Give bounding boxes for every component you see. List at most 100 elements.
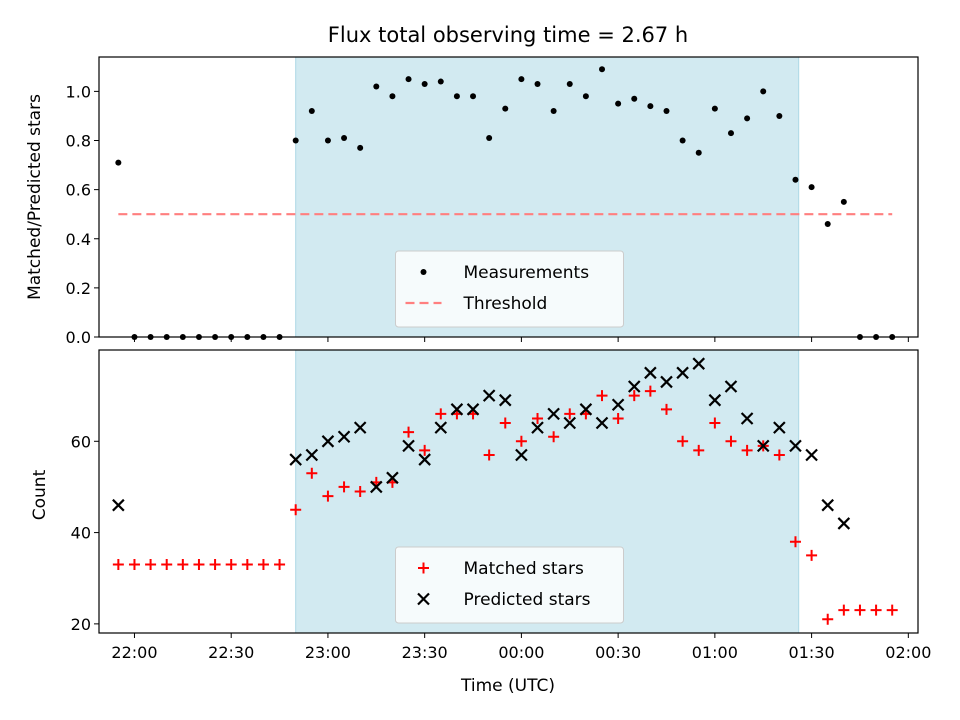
bottom-series-predicted-stars-point [660,375,673,389]
bottom-series-matched-stars-point [725,435,737,447]
bottom-series-predicted-stars-point [692,357,706,370]
bottom-series-predicted-stars-point [740,412,754,425]
top-series-measurements-point [534,81,541,88]
bottom-series-matched-stars-point [806,549,818,561]
top-series-measurements-point [115,159,122,166]
top-ytick-label: 1.0 [66,82,91,101]
top-series-measurements-point [566,81,573,88]
bottom-legend-label: Matched stars [464,559,584,579]
top-series-measurements-point [744,115,751,122]
top-series-measurements-point [324,137,331,144]
top-chart-title: Flux total observing time = 2.67 h [328,23,688,47]
bottom-series-predicted-stars-point [676,366,689,380]
bottom-series-predicted-stars-point [627,380,641,393]
bottom-chart-plot-area: 20 40 60 22:00 22:30 23:00 23:30 00:00 00:30 01:0… [71,349,931,662]
bottom-series-matched-stars-point [612,412,624,424]
bottom-xtick-label: 23:30 [402,643,448,662]
top-legend-box [395,250,624,328]
bottom-series-predicted-stars-point [305,448,319,462]
bottom-series-predicted-stars-point [805,448,818,462]
bottom-series-matched-stars-point [660,403,672,415]
bottom-series-matched-stars-point [644,385,656,397]
bottom-series-matched-stars-point [693,444,705,456]
bottom-series-matched-stars-point [290,504,302,516]
bottom-series-matched-stars-point [789,536,801,548]
bottom-series-predicted-stars-point [724,380,738,393]
bottom-series-matched-stars-point [257,559,269,571]
top-series-measurements-point [792,176,799,183]
bottom-series-predicted-stars-point [498,393,512,407]
bottom-series-matched-stars-point [822,613,834,625]
bottom-series-matched-stars-point [322,490,334,502]
top-series-measurements-point [615,100,622,107]
bottom-series-matched-stars-point [354,486,366,497]
bottom-series-predicted-stars-point [482,389,496,402]
top-series-measurements-point [502,105,509,112]
top-series-measurements-point [308,108,315,115]
bottom-series-matched-stars-point [145,559,157,571]
bottom-xtick-label: 02:00 [885,643,931,662]
top-series-measurements-point [582,93,589,100]
top-series-measurements-point [518,76,525,83]
bottom-xtick-label: 22:30 [208,643,254,662]
bottom-series-predicted-stars-point [708,393,722,407]
bottom-series-matched-stars-point [403,426,415,438]
bottom-series-matched-stars-point [209,559,221,571]
bottom-series-predicted-stars-point [337,430,351,444]
bottom-series-predicted-stars-point [547,407,560,421]
bottom-chart-ylabel: Count [30,469,50,520]
bottom-series-matched-stars-point [628,390,640,402]
bottom-series-matched-stars-point [128,559,140,571]
bottom-series-matched-stars-point [870,604,882,616]
bottom-series-predicted-stars-point [289,453,302,466]
top-series-measurements-point [405,76,412,83]
top-series-measurements-point [470,93,477,100]
bottom-series-predicted-stars-point [644,366,657,380]
top-series-measurements-point [486,135,493,142]
bottom-series-matched-stars-point [773,449,785,461]
top-series-measurements-point [373,83,380,90]
bottom-series-matched-stars-point [306,467,318,479]
bottom-series-matched-stars-point [177,559,189,571]
bottom-series-matched-stars-point [112,559,124,571]
top-series-measurements-point [776,112,783,119]
bottom-ytick-label: 40 [71,524,91,543]
top-legend-label: Measurements [464,263,590,283]
top-series-measurements-point [389,93,396,100]
top-ytick-label: 0.6 [66,181,91,200]
bottom-xtick-label: 00:30 [595,643,641,662]
top-chart-plot-area: 0.0 0.2 0.4 0.6 0.8 1.0 Measurements Threshold [66,56,919,347]
bottom-series-predicted-stars-point [837,517,851,530]
bottom-series-predicted-stars-point [579,403,593,416]
bottom-series-matched-stars-point [241,559,253,571]
bottom-series-matched-stars-point [338,481,350,493]
top-series-measurements-point [357,144,364,151]
bottom-series-matched-stars-point [741,444,753,456]
bottom-series-predicted-stars-point [418,453,431,466]
bottom-series-predicted-stars-point [563,416,577,430]
bottom-series-matched-stars-point [193,559,205,571]
top-ytick-label: 0.0 [66,328,91,347]
top-series-measurements-point [550,108,557,115]
bottom-series-predicted-stars-point [515,448,528,462]
bottom-series-matched-stars-point [532,412,544,424]
top-series-measurements-point [292,137,299,144]
bottom-series-predicted-stars-point [773,421,786,434]
bottom-series-predicted-stars-point [595,416,609,430]
bottom-series-predicted-stars-point [402,439,415,453]
bottom-series-matched-stars-point [564,408,576,420]
bottom-series-predicted-stars-point [611,398,625,412]
bottom-series-predicted-stars-point [450,403,464,416]
top-series-measurements-point [647,103,654,110]
bottom-series-predicted-stars-point [756,439,770,453]
top-legend-label: Threshold [463,294,548,314]
bottom-legend-marker [417,592,430,606]
top-series-measurements-point [631,95,638,102]
bottom-series-matched-stars-point [854,604,866,616]
top-axes-frame [98,56,919,338]
top-series-measurements-point [760,88,767,95]
top-series-measurements-point [341,135,348,142]
bottom-series-matched-stars-point [419,444,431,456]
top-ytick-label: 0.4 [66,230,91,249]
bottom-series-matched-stars-point [499,417,511,429]
